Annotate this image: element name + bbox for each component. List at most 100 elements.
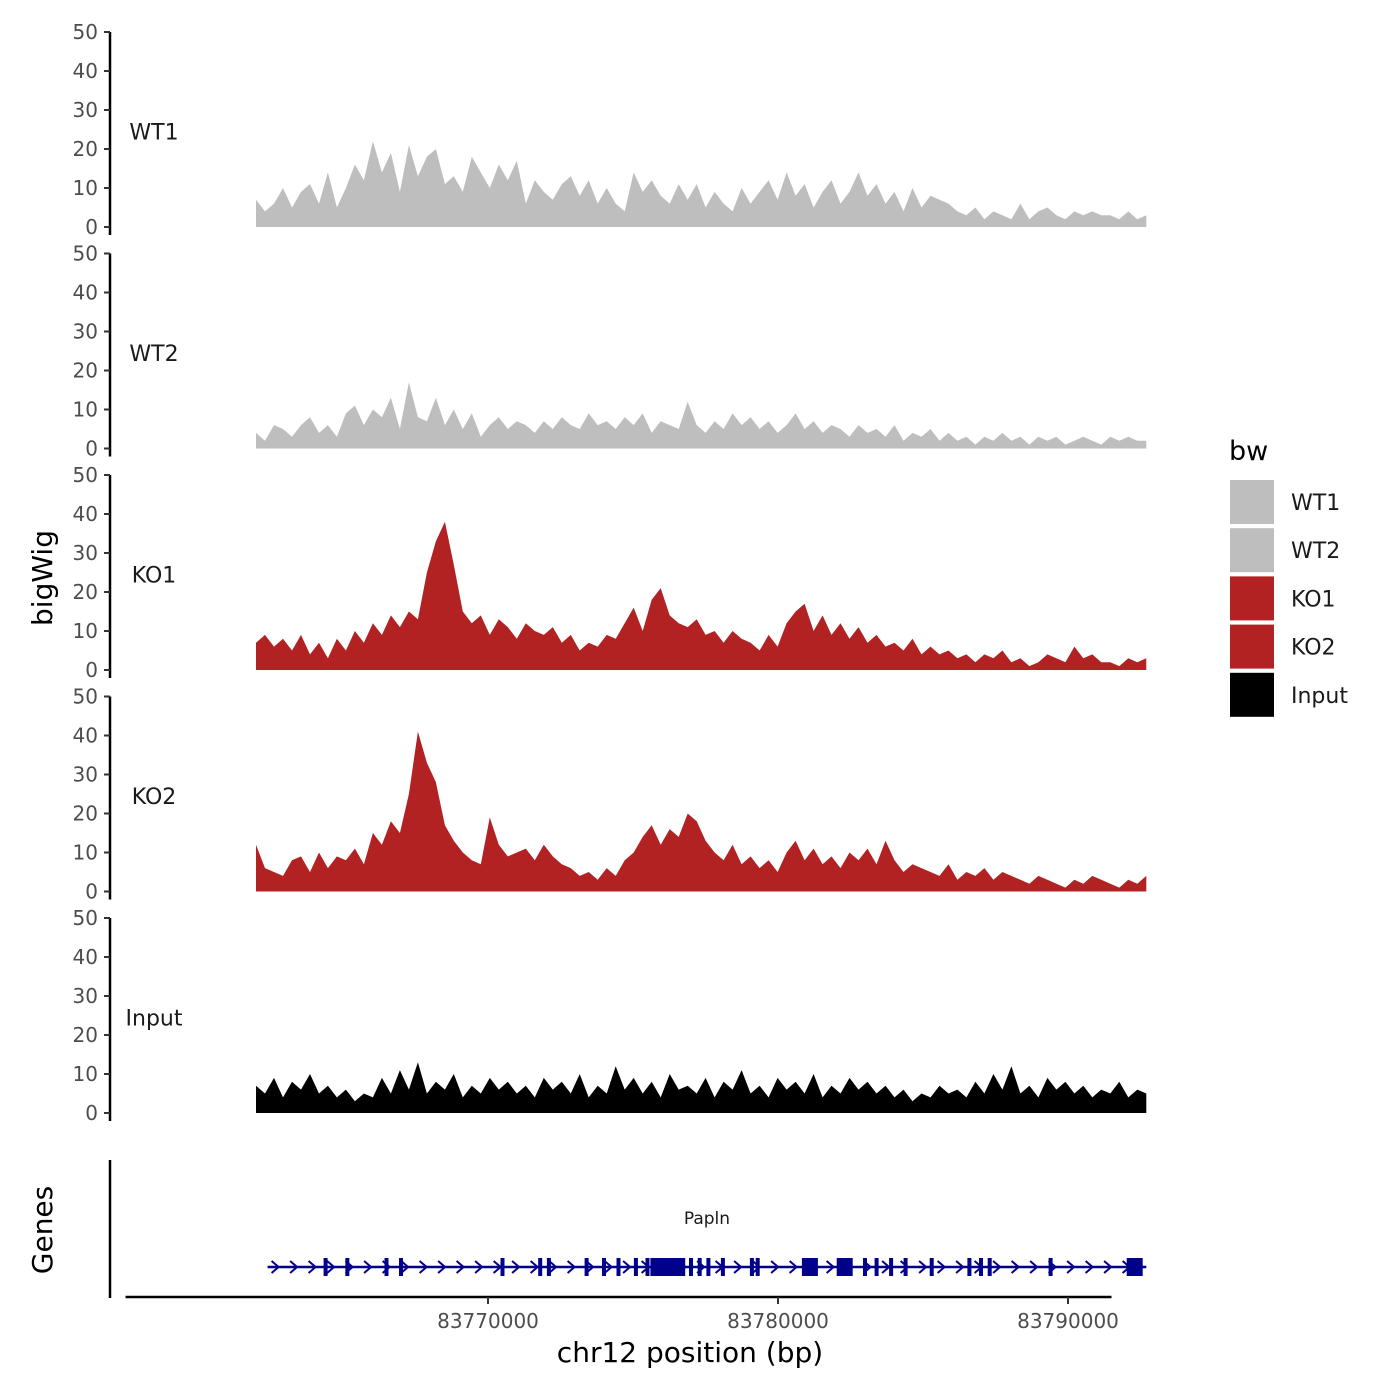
strand-arrow [455,1260,466,1274]
legend-swatch-wt1 [1230,480,1274,524]
y-tick-label: 40 [73,59,98,83]
y-tick-label: 10 [73,841,98,865]
exon [863,1258,867,1276]
strand-arrow [1103,1260,1113,1274]
x-tick-label: 83770000 [437,1309,539,1333]
legend-title: bw [1229,436,1268,467]
y-axis-title: bigWig [26,530,59,626]
exon [749,1258,754,1276]
y-tick-label: 20 [73,137,98,161]
y-tick-label: 0 [85,215,98,239]
exon [874,1258,879,1276]
strand-arrow [548,1260,558,1274]
track-label: KO2 [132,785,177,810]
strand-arrow [733,1260,743,1274]
signal-area [256,521,1147,670]
exon [384,1258,389,1276]
genes-panel: Papln [108,1160,1147,1298]
legend: bw WT1 WT2 KO1 KO2 Input [1229,436,1348,717]
exon [889,1258,894,1276]
exon [538,1258,543,1276]
strand-arrow [770,1260,780,1274]
y-tick-label: 20 [73,580,98,604]
strand-arrow [788,1260,799,1274]
exon-wide [801,1258,818,1276]
track-input: 0 10 20 30 40 50 Input [73,906,1147,1125]
exon [500,1258,505,1276]
y-tick-label: 50 [73,242,98,266]
signal-area [256,1062,1147,1113]
y-tick-label: 10 [73,1062,98,1086]
strand-arrow [418,1260,429,1274]
genes-axis-title: Genes [26,1186,59,1274]
x-axis-title: chr12 position (bp) [557,1336,823,1369]
strand-arrow [992,1260,1002,1274]
strand-arrow [326,1260,336,1274]
y-tick-label: 30 [73,320,98,344]
y-tick-label: 0 [85,1101,98,1125]
y-tick-label: 20 [73,359,98,383]
legend-swatch-ko1 [1230,576,1274,621]
exon [689,1258,693,1276]
signal-area [256,141,1147,227]
exon [399,1258,403,1276]
exon [1048,1258,1053,1276]
strand-arrow [1066,1260,1076,1274]
y-tick-label: 20 [73,1023,98,1047]
exon [979,1258,983,1276]
strand-arrow [603,1260,614,1274]
legend-swatch-wt2 [1230,528,1274,573]
y-tick-label: 0 [85,437,98,461]
y-tick-label: 40 [73,502,98,526]
strand-arrow [566,1260,577,1274]
y-tick-label: 30 [73,98,98,122]
x-axis: 83770000 83780000 83790000 [125,1295,1119,1333]
strand-arrow [936,1260,947,1274]
exon [720,1258,725,1276]
legend-label-ko2: KO2 [1291,636,1336,661]
strand-arrow [437,1260,447,1274]
strand-arrow [622,1260,632,1274]
exon [967,1258,972,1276]
gene-model [267,1258,1147,1276]
strand-arrow [307,1260,318,1274]
exon [616,1258,621,1276]
track-ko1: 0 10 20 30 40 50 KO1 [73,463,1147,682]
strand-arrow [363,1260,373,1274]
y-tick-label: 30 [73,763,98,787]
signal-area [256,731,1147,892]
exon [929,1258,934,1276]
y-tick-label: 30 [73,984,98,1008]
x-tick-label: 83780000 [727,1309,829,1333]
exon [584,1258,589,1276]
strand-arrow [270,1260,281,1274]
strand-arrow [511,1260,521,1274]
strand-arrow [289,1260,299,1274]
y-tick-label: 30 [73,541,98,565]
exon-wide [1126,1258,1143,1276]
y-tick-label: 50 [73,463,98,487]
track-label: WT1 [129,120,178,145]
exon [645,1258,650,1276]
exon [697,1258,702,1276]
exon [323,1258,328,1276]
y-tick-label: 50 [73,685,98,709]
gene-name-label: Papln [684,1209,730,1229]
signal-tracks: 0 10 20 30 40 50 WT1 0 10 20 30 40 50 WT2 0 10 20 30 40 50 K… [73,20,1147,1125]
y-tick-label: 0 [85,658,98,682]
strand-arrow [1029,1260,1039,1274]
legend-swatch-ko2 [1230,624,1274,669]
legend-label-wt2: WT2 [1291,539,1340,564]
y-tick-label: 40 [73,281,98,305]
strand-arrow [529,1260,540,1274]
exon [633,1258,638,1276]
y-tick-label: 10 [73,176,98,200]
exon-cluster [650,1258,686,1276]
strand-arrow [1010,1260,1021,1274]
track-ko2: 0 10 20 30 40 50 KO2 [73,685,1147,904]
strand-arrow [1084,1260,1095,1274]
signal-area [256,382,1147,449]
x-tick-label: 83790000 [1017,1309,1119,1333]
y-tick-label: 40 [73,724,98,748]
